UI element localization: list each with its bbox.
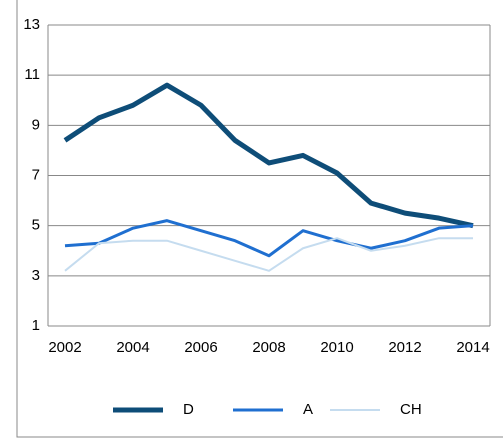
y-tick-label: 5 <box>32 217 40 234</box>
y-tick-label: 9 <box>32 116 40 133</box>
y-tick-label: 11 <box>24 66 40 83</box>
x-tick-label: 2004 <box>116 339 149 356</box>
y-tick-label: 1 <box>32 317 40 334</box>
x-tick-label: 2008 <box>252 339 285 356</box>
x-tick-label: 2002 <box>48 339 81 356</box>
series-line <box>64 219 474 258</box>
series-line <box>64 237 473 272</box>
legend-label: D <box>183 401 194 418</box>
x-tick-label: 2006 <box>184 339 217 356</box>
chart-frame <box>16 0 503 438</box>
legend-label: A <box>303 401 313 418</box>
x-tick-label: 2012 <box>388 339 421 356</box>
y-tick-label: 3 <box>32 267 40 284</box>
y-tick-label: 13 <box>23 16 40 33</box>
series-line <box>63 82 474 229</box>
legend-label: CH <box>400 401 422 418</box>
x-tick-label: 2010 <box>320 339 353 356</box>
y-tick-label: 7 <box>32 166 40 183</box>
x-tick-label: 2014 <box>456 339 489 356</box>
